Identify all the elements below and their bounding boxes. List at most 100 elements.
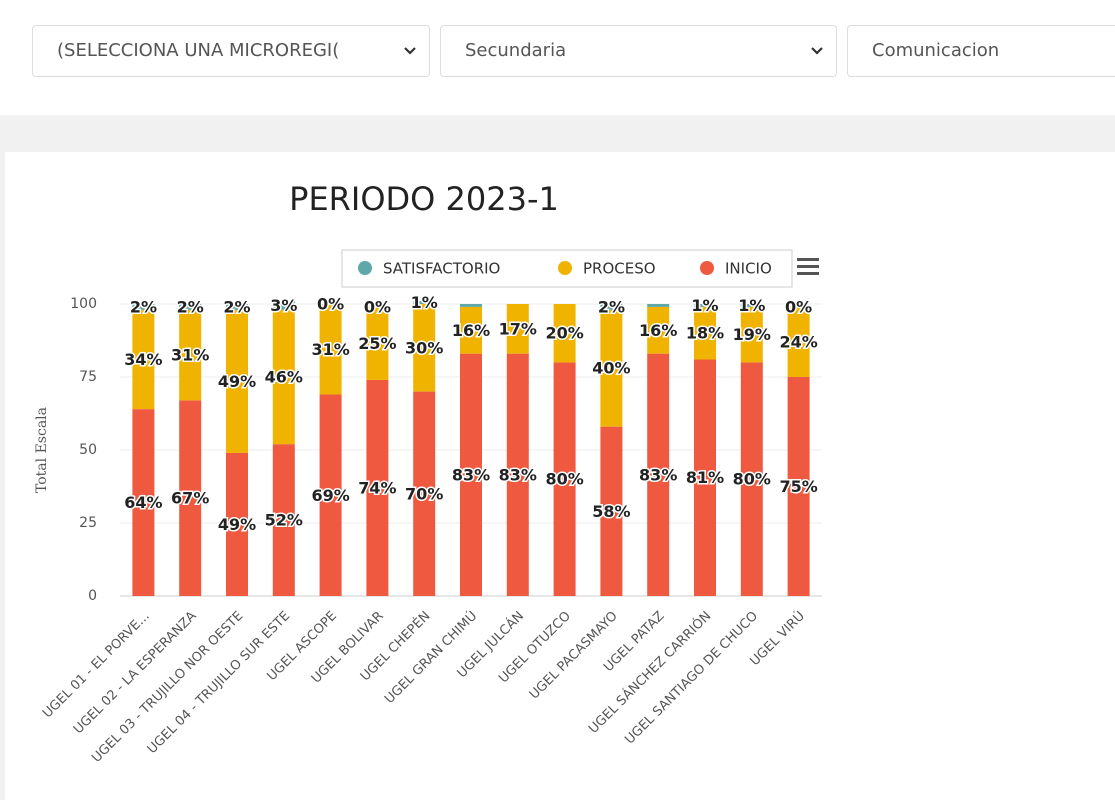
y-tick-label: 50 [79, 442, 97, 458]
data-label: 2% [598, 297, 625, 316]
data-label: 83% [499, 465, 537, 484]
data-label: 0% [317, 295, 344, 314]
bar-segment [132, 409, 155, 596]
data-label: 1% [691, 296, 718, 315]
x-tick-label: UGEL PACASMAYO [527, 609, 621, 703]
bar-segment [694, 359, 716, 596]
bar-segment [600, 426, 623, 596]
select-text: Secundaria [465, 40, 567, 61]
filter-bar: (SELECCIONA UNA MICROREGI( Secundaria Co… [0, 0, 1115, 115]
bar-segment [553, 304, 576, 363]
data-label: 83% [639, 465, 677, 484]
bar-segment [319, 304, 342, 395]
bar-segment [132, 309, 155, 410]
bar-segment [226, 452, 248, 596]
y-tick-label: 0 [88, 588, 97, 604]
data-label: 0% [364, 297, 391, 316]
bar-segment [506, 304, 529, 354]
legend-marker [358, 261, 372, 275]
bar-segment [787, 377, 810, 596]
bar-segment [694, 306, 716, 360]
data-label: 16% [452, 321, 490, 340]
data-label: 80% [545, 470, 583, 489]
bar-segment [787, 306, 810, 377]
data-label: 49% [218, 372, 256, 391]
data-label: 30% [405, 338, 443, 357]
legend-label: SATISFACTORIO [383, 260, 500, 278]
legend-label: INICIO [725, 260, 772, 278]
bar-segment [366, 306, 389, 380]
data-label: 16% [639, 321, 677, 340]
data-label: 2% [223, 297, 250, 316]
bar-segment [366, 379, 389, 596]
bar-segment [460, 304, 482, 307]
bar-segment [319, 394, 342, 596]
data-label: 81% [686, 468, 724, 487]
data-label: 40% [592, 359, 630, 378]
y-tick-label: 75 [79, 369, 97, 385]
data-label: 25% [358, 334, 396, 353]
chart-title: PERIODO 2023-1 [289, 180, 559, 218]
data-label: 18% [686, 324, 724, 343]
bar-segment [600, 304, 623, 310]
data-label: 1% [738, 296, 765, 315]
select-text: (SELECCIONA UNA MICROREGI( [57, 40, 340, 61]
data-label: 80% [733, 470, 771, 489]
bar-segment [226, 304, 248, 310]
data-label: 75% [779, 477, 817, 496]
bar-segment [413, 304, 436, 392]
bar-segment [740, 304, 763, 307]
legend-marker [700, 261, 714, 275]
data-label: 52% [265, 511, 303, 530]
menu-icon[interactable] [797, 258, 819, 275]
x-tick-label: UGEL GRAN CHIMÚ [381, 608, 480, 707]
data-label: 19% [733, 325, 771, 344]
bar-segment [740, 306, 763, 363]
data-label: 34% [124, 350, 162, 369]
bar-segment [179, 309, 202, 401]
legend-marker [558, 261, 572, 275]
data-label: 3% [270, 296, 297, 315]
data-label: 2% [177, 297, 204, 316]
data-label: 20% [545, 324, 583, 343]
bar-segment [740, 362, 763, 596]
microregion-select[interactable]: (SELECCIONA UNA MICROREGI( [32, 25, 430, 77]
bar-segment [506, 353, 529, 596]
data-label: 24% [779, 332, 817, 351]
bar-segment [272, 309, 295, 445]
data-label: 31% [311, 340, 349, 359]
data-label: 2% [130, 297, 157, 316]
bar-segment [647, 306, 670, 354]
bar-segment [272, 444, 295, 596]
chevron [404, 47, 416, 55]
bar-segment [132, 304, 155, 310]
bar-segment [413, 301, 436, 304]
data-label: 0% [785, 297, 812, 316]
bar-segment [413, 391, 436, 596]
data-label: 31% [171, 346, 209, 365]
data-label: 64% [124, 493, 162, 512]
data-label: 67% [171, 489, 209, 508]
bar-segment [226, 309, 248, 453]
y-axis-label: Total Escala [34, 407, 50, 493]
bar-segment [647, 353, 670, 596]
bar-segment [600, 309, 623, 427]
chevron [811, 47, 823, 55]
bar-segment [694, 304, 716, 307]
level-select[interactable]: Secundaria [440, 25, 837, 77]
data-label: 17% [499, 319, 537, 338]
bar-segment [179, 304, 202, 310]
bar-segment [460, 306, 482, 354]
data-label: 74% [358, 478, 396, 497]
subject-select[interactable]: Comunicacion [847, 25, 1115, 77]
data-label: 49% [218, 515, 256, 534]
data-label: 70% [405, 484, 443, 503]
data-label: 46% [265, 368, 303, 387]
legend-label: PROCESO [583, 260, 656, 278]
y-tick-label: 100 [70, 296, 97, 312]
bar-segment [553, 362, 576, 596]
bar-segment [272, 301, 295, 310]
data-label: 58% [592, 502, 630, 521]
